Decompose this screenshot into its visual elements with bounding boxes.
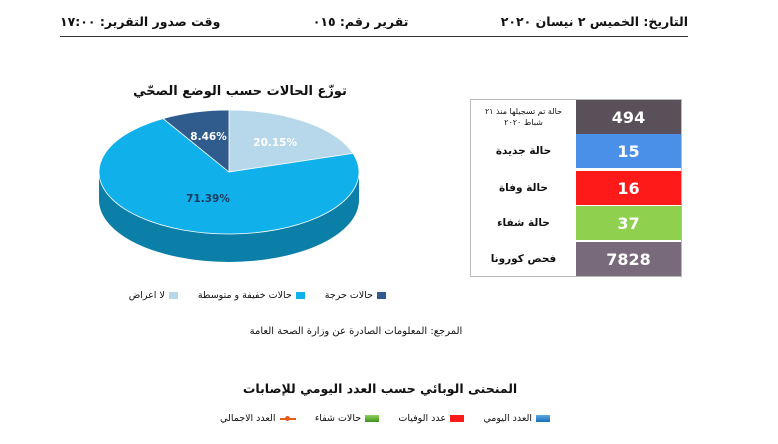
pie-slice-2 <box>162 109 230 173</box>
stats-table: حالة تم تسجيلها منذ ٢١ شباط ٢٠٢٠ 494 حال… <box>470 99 682 277</box>
stat-row-total: حالة تم تسجيلها منذ ٢١ شباط ٢٠٢٠ 494 <box>471 100 681 134</box>
stat-row-new: حالة جديدة 15 <box>471 134 681 168</box>
stat-value-new: 15 <box>576 134 681 168</box>
pie-slice-0 <box>228 109 354 173</box>
pie-chart-title: توزّع الحالات حسب الوضع الصحّي <box>133 84 347 99</box>
pie-label-0: 20.15% <box>253 137 297 149</box>
legend-item-asymptomatic: لا اعراض <box>129 290 178 301</box>
stat-label-total: حالة تم تسجيلها منذ ٢١ شباط ٢٠٢٠ <box>484 107 563 127</box>
curve-swatch-deaths <box>450 415 465 422</box>
legend-swatch-asymptomatic <box>168 292 178 299</box>
curve-legend-total: العدد الاجمالي <box>220 413 296 424</box>
pie-chart: 20.15% 71.39% 8.46% <box>98 109 360 262</box>
stat-value-deaths: 16 <box>576 171 681 205</box>
pie-side-1 <box>99 172 359 262</box>
legend-label-mild: حالات خفيفة و متوسطة <box>197 290 292 301</box>
curve-legend-daily: العدد اليومي <box>483 413 550 424</box>
legend-swatch-mild <box>295 292 305 299</box>
curve-legend: العدد اليومي عدد الوفيات حالات شفاء العد… <box>220 413 550 424</box>
stat-label-new: حالة جديدة <box>495 145 552 157</box>
curve-legend-recovered: حالات شفاء <box>314 413 380 424</box>
pie-label-1: 71.39% <box>186 193 230 205</box>
curve-swatch-daily <box>536 415 550 422</box>
curve-label-deaths: عدد الوفيات <box>398 413 447 424</box>
stat-row-deaths: حالة وفاة 16 <box>471 171 681 205</box>
report-time: وقت صدور التقرير: ١٧:٠٠ <box>60 13 221 29</box>
stat-label-tests: فحص كورونا <box>490 253 557 265</box>
reference-note: المرجع: المعلومات الصادرة عن وزارة الصحة… <box>249 326 463 337</box>
stat-value-total: 494 <box>576 100 681 134</box>
curve-label-daily: العدد اليومي <box>483 413 532 424</box>
pie-slice-1 <box>98 118 360 235</box>
curve-chart-title: المنحنى الوبائي حسب العدد اليومي للإصابا… <box>242 381 518 396</box>
pie-legend: حالات حرجة حالات خفيفة و متوسطة لا اعراض <box>96 290 386 301</box>
legend-item-critical: حالات حرجة <box>325 290 386 301</box>
report-number: تقرير رقم: ٠١٥ <box>312 13 409 29</box>
legend-label-critical: حالات حرجة <box>324 290 373 301</box>
report-header: التاريخ: الخميس ٢ نيسان ٢٠٢٠ تقرير رقم: … <box>60 6 688 37</box>
report-date: التاريخ: الخميس ٢ نيسان ٢٠٢٠ <box>500 13 688 29</box>
stat-row-tests: فحص كورونا 7828 <box>471 242 681 276</box>
curve-label-recovered: حالات شفاء <box>314 413 362 424</box>
stat-label-recovered: حالة شفاء <box>497 217 550 229</box>
curve-legend-deaths: عدد الوفيات <box>398 413 465 424</box>
curve-label-total: العدد الاجمالي <box>220 413 276 424</box>
stat-value-tests: 7828 <box>576 242 681 276</box>
curve-line-icon <box>279 415 296 423</box>
stat-row-recovered: حالة شفاء 37 <box>471 206 681 240</box>
legend-label-asymptomatic: لا اعراض <box>128 290 165 301</box>
stat-label-deaths: حالة وفاة <box>498 182 549 194</box>
legend-swatch-critical <box>377 292 386 299</box>
curve-swatch-recovered <box>365 415 380 422</box>
stat-value-recovered: 37 <box>576 206 681 240</box>
pie-label-2: 8.46% <box>190 131 227 143</box>
legend-item-mild: حالات خفيفة و متوسطة <box>198 290 305 301</box>
